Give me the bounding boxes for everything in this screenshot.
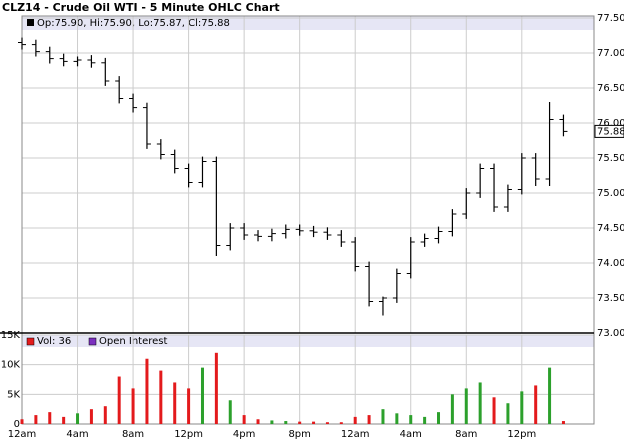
oi-swatch (88, 337, 97, 346)
y2-tick-label: 10K (1, 360, 21, 371)
volume-bar (20, 419, 24, 424)
volume-bar (492, 397, 496, 424)
volume-bar (89, 409, 93, 424)
volume-bar (242, 415, 246, 424)
volume-bar (284, 421, 288, 424)
volume-bar (214, 352, 218, 424)
volume-bar (561, 421, 565, 424)
y-tick-label: 74.50 (597, 223, 624, 234)
y-tick-label: 76.50 (597, 83, 624, 94)
x-tick-label: 12pm (507, 429, 536, 440)
volume-bar (159, 370, 163, 424)
volume-bar (34, 415, 38, 424)
chart-title: CLZ14 - Crude Oil WTI - 5 Minute OHLC Ch… (2, 1, 280, 14)
y-tick-label: 76.00 (597, 118, 624, 129)
y2-tick-label: 15K (1, 330, 21, 341)
x-tick-label: 8pm (288, 429, 310, 440)
x-tick-label: 12am (8, 429, 37, 440)
y-tick-label: 77.00 (597, 48, 624, 59)
volume-bar (353, 416, 357, 424)
volume-bar (228, 400, 232, 424)
last-price-box (594, 124, 624, 138)
volume-bar (506, 403, 510, 424)
y2-tick-label: 5K (7, 389, 20, 400)
volume-bar (520, 391, 524, 424)
y-tick-label: 75.00 (597, 188, 624, 199)
y2-tick-label: 0 (14, 419, 20, 430)
legend-swatch (27, 19, 34, 26)
volume-swatch (26, 337, 35, 346)
volume-bar (131, 388, 135, 424)
volume-bar (423, 416, 427, 424)
x-tick-label: 4am (66, 429, 88, 440)
volume-bar (62, 416, 66, 424)
volume-bar (76, 413, 80, 424)
volume-bar (478, 382, 482, 424)
volume-bar (450, 394, 454, 424)
legend-band (22, 16, 594, 30)
volume-bar (325, 422, 329, 424)
volume-bar (395, 413, 399, 424)
volume-legend: Vol: 36 (37, 336, 71, 347)
volume-bar (548, 367, 552, 424)
x-tick-label: 12am (341, 429, 370, 440)
y-tick-label: 73.50 (597, 293, 624, 304)
volume-bar (270, 420, 274, 424)
volume-bar (437, 412, 441, 424)
x-tick-label: 4am (400, 429, 422, 440)
volume-bar (103, 406, 107, 424)
volume-legend-band (22, 335, 594, 347)
y-tick-label: 73.00 (597, 328, 624, 339)
volume-bar (200, 367, 204, 424)
x-tick-label: 8am (122, 429, 144, 440)
y-tick-label: 77.50 (597, 13, 624, 24)
volume-bar (464, 388, 468, 424)
volume-bar (534, 385, 538, 424)
volume-bar (298, 421, 302, 424)
volume-bar (48, 412, 52, 424)
x-tick-label: 8am (455, 429, 477, 440)
volume-bar (312, 421, 316, 424)
volume-bar (339, 422, 343, 424)
y-tick-label: 74.00 (597, 258, 624, 269)
x-tick-label: 4pm (233, 429, 255, 440)
volume-bar (381, 409, 385, 424)
volume-bar (145, 358, 149, 424)
volume-bar (367, 415, 371, 424)
x-tick-label: 12pm (174, 429, 203, 440)
volume-bar (173, 382, 177, 424)
volume-bar (187, 388, 191, 424)
volume-bar (409, 415, 413, 424)
volume-bar (256, 419, 260, 424)
volume-bar (117, 376, 121, 424)
y-tick-label: 75.50 (597, 153, 624, 164)
last-price-label: 75.88 (597, 126, 624, 137)
